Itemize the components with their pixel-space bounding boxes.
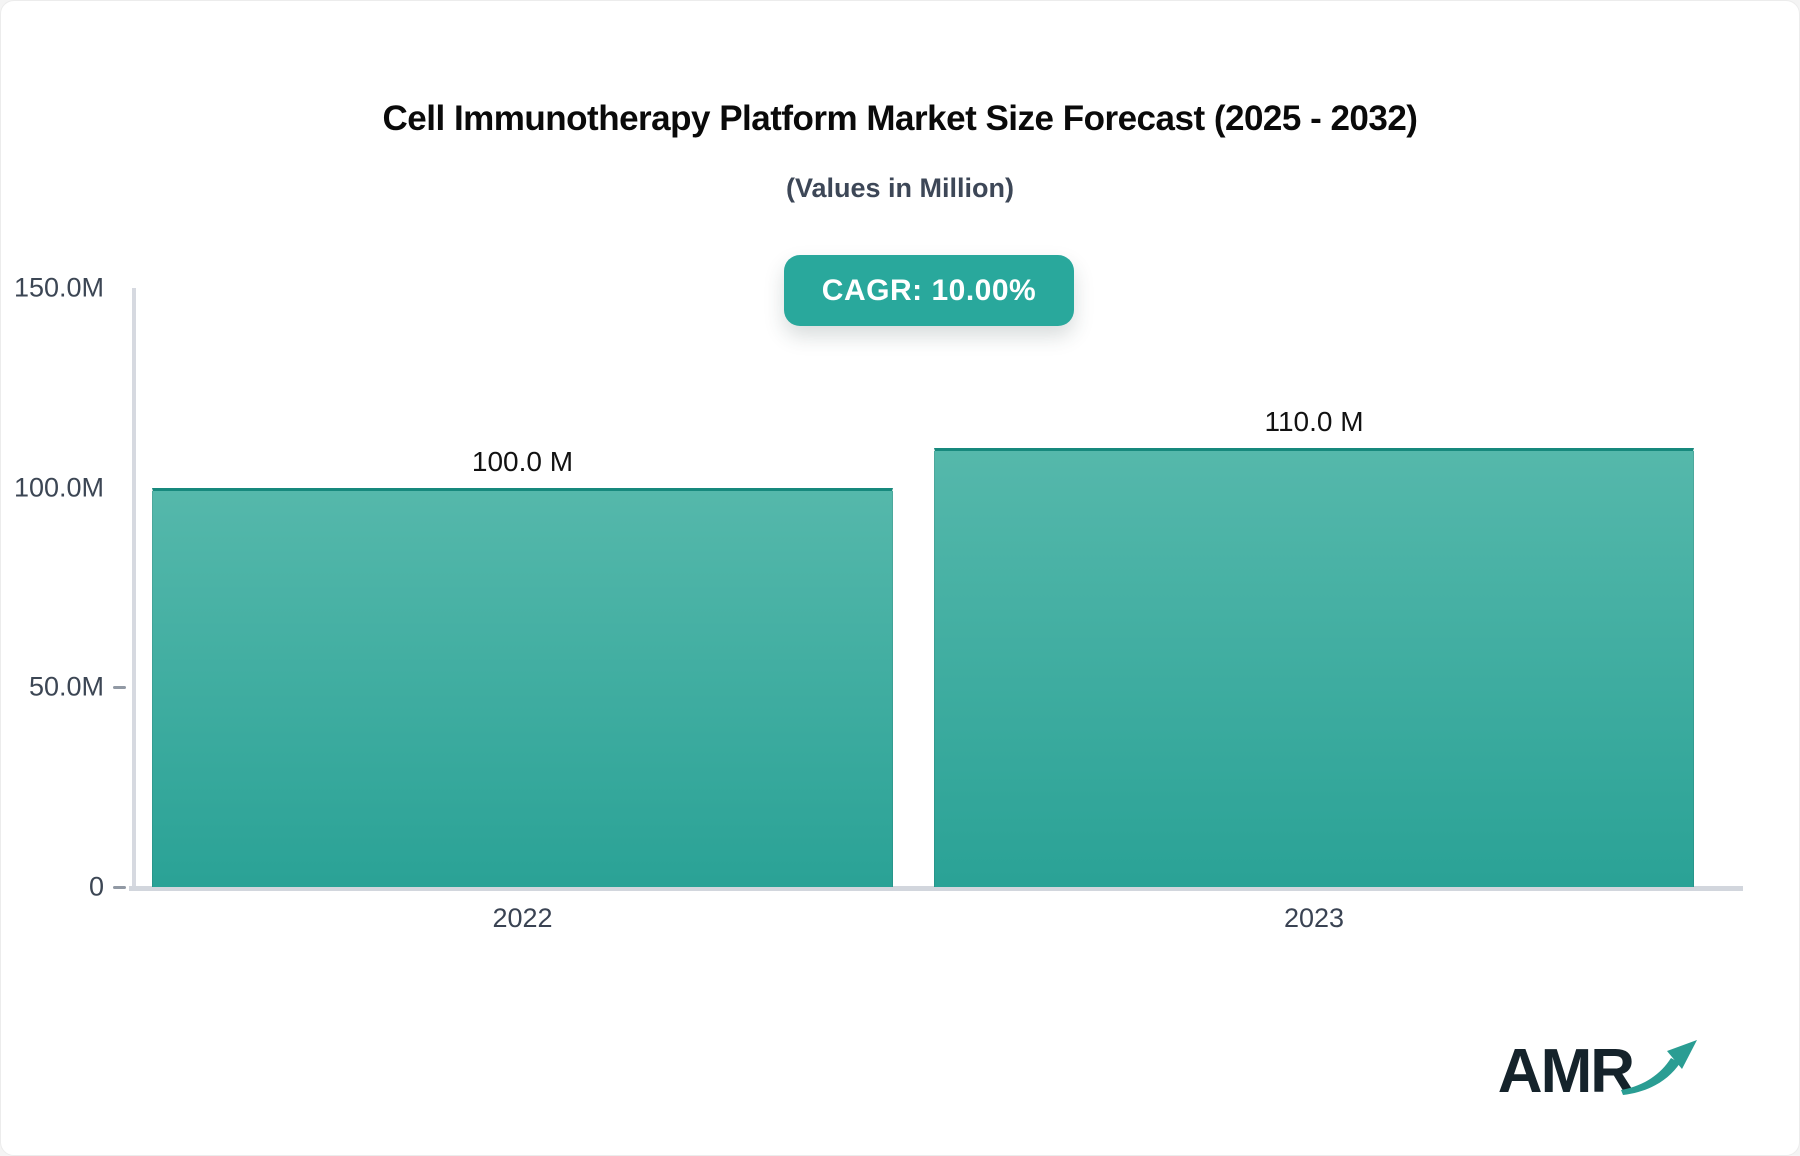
bar xyxy=(934,447,1694,887)
tick-dash-icon xyxy=(113,685,126,689)
chart-subtitle: (Values in Million) xyxy=(785,173,1015,203)
bar-group-2023: 110.0 M 2023 xyxy=(934,288,1694,933)
plot-area: 150.0M 100.0M 50.0M 0 100.0 M 2022 110.0… xyxy=(14,273,1743,933)
bar-value-label: 100.0 M xyxy=(471,445,574,477)
y-axis-line xyxy=(132,288,136,889)
cagr-badge-label: CAGR: 10.00% xyxy=(821,273,1037,307)
y-axis-tick-label: 50.0M xyxy=(28,671,126,703)
growth-arrow-icon xyxy=(1621,1039,1697,1095)
y-axis-tick-label: 100.0M xyxy=(13,472,104,503)
bar-group-2022: 100.0 M 2022 xyxy=(152,288,893,933)
tick-dash-icon xyxy=(113,885,126,889)
y-axis-tick-text: 50.0M xyxy=(28,671,104,702)
y-axis-tick-label: 0 xyxy=(88,871,126,903)
bar-value-label: 110.0 M xyxy=(1264,405,1364,437)
amr-logo-text: AMR xyxy=(1497,1037,1635,1106)
y-axis-tick-label: 150.0M xyxy=(13,272,104,303)
chart-title: Cell Immunotherapy Platform Market Size … xyxy=(382,99,1418,138)
amr-logo: AMR xyxy=(1498,1036,1699,1107)
x-axis-category-label: 2022 xyxy=(492,903,553,933)
x-axis-category-label: 2023 xyxy=(1283,903,1345,933)
x-axis-line xyxy=(129,886,1743,891)
bar xyxy=(152,487,893,887)
cagr-badge: CAGR: 10.00% xyxy=(784,255,1074,326)
y-axis-tick-text: 0 xyxy=(88,871,104,902)
